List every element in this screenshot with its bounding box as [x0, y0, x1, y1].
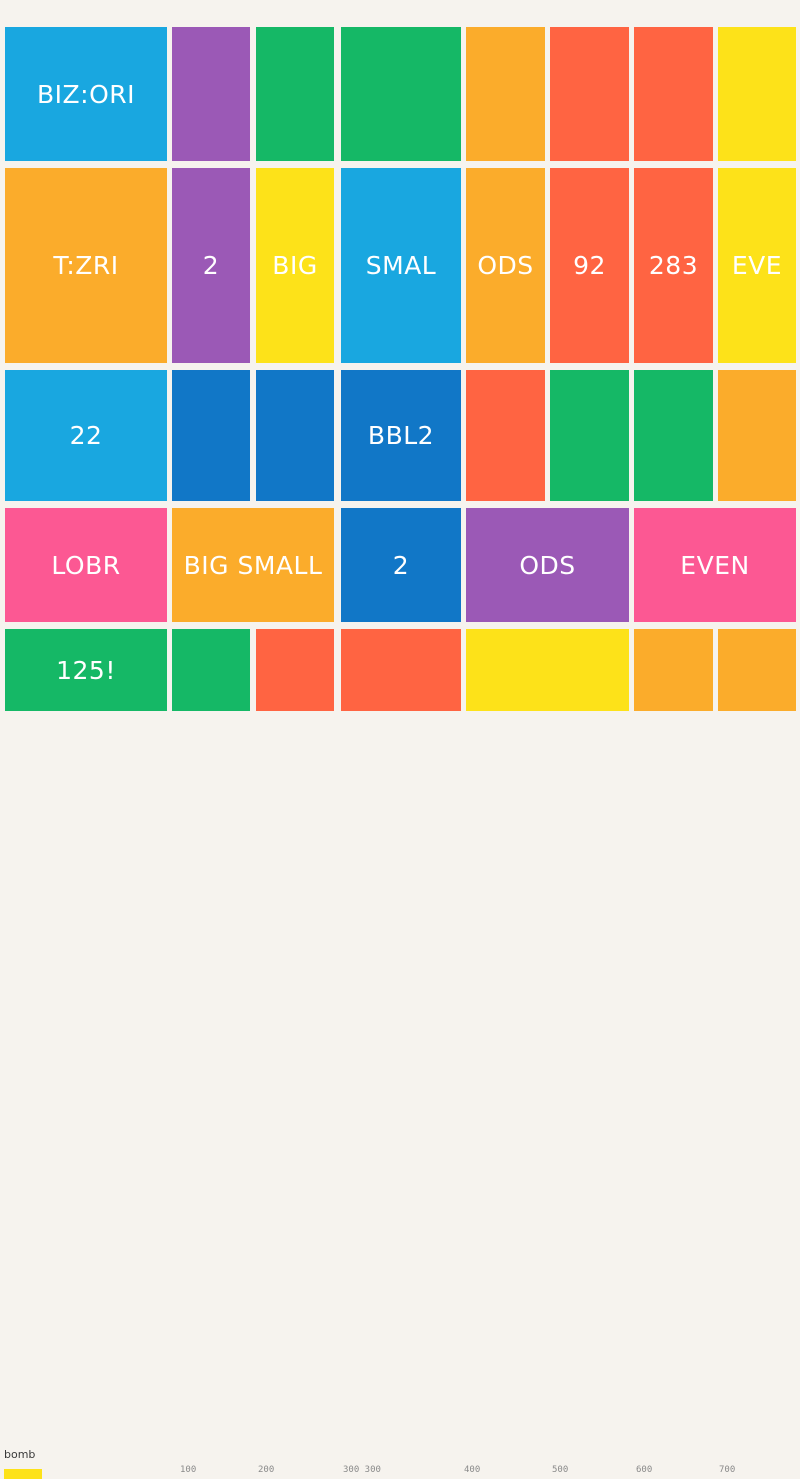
- board-tile[interactable]: SMAL: [341, 168, 461, 363]
- board-tile[interactable]: BIG: [256, 168, 334, 363]
- footer-tick: 200: [258, 1465, 275, 1475]
- board-tile[interactable]: 283: [634, 168, 713, 363]
- tile-label: BBL2: [367, 421, 435, 450]
- board-tile[interactable]: 2: [172, 168, 250, 363]
- tile-label: 2: [392, 550, 410, 580]
- board-tile[interactable]: LOBR: [5, 508, 167, 622]
- footer-progress-bar: [4, 1469, 42, 1479]
- tile-label: 2: [202, 251, 220, 280]
- footer-tick: 600: [636, 1465, 653, 1475]
- footer-tick: 400: [464, 1465, 481, 1475]
- board-tile[interactable]: T:ZRI: [5, 168, 167, 363]
- tile-label: 92: [573, 251, 606, 280]
- board-tile[interactable]: 125!: [5, 629, 167, 711]
- board-tile[interactable]: [172, 370, 250, 501]
- board-tile[interactable]: [341, 27, 461, 161]
- board-tile[interactable]: 2: [341, 508, 461, 622]
- board-tile[interactable]: [172, 629, 250, 711]
- board-tile[interactable]: [718, 27, 796, 161]
- tile-label: SMAL: [365, 251, 437, 280]
- game-board: BIZ:ORI T:ZRI 2 BIG SMAL ODS 92 283 EVE 22 BBL2 LOB…: [0, 0, 800, 720]
- board-tile[interactable]: 92: [550, 168, 629, 363]
- tile-label: BIZ:ORI: [37, 79, 135, 109]
- tile-label: ODS: [477, 251, 534, 280]
- footer-bar: bomb 100 200 300 300 400 500 600 700: [0, 720, 800, 1479]
- board-tile[interactable]: EVE: [718, 168, 796, 363]
- board-tile[interactable]: BIZ:ORI: [5, 27, 167, 161]
- footer-label: bomb: [4, 1448, 36, 1461]
- tile-label: ODS: [519, 550, 576, 580]
- board-tile[interactable]: BBL2: [341, 370, 461, 501]
- board-tile[interactable]: [718, 629, 796, 711]
- tile-label: 283: [648, 251, 699, 280]
- tile-label: 125!: [56, 655, 116, 685]
- board-tile[interactable]: [256, 370, 334, 501]
- board-tile[interactable]: [466, 370, 545, 501]
- board-tile[interactable]: [466, 629, 629, 711]
- board-tile[interactable]: [256, 27, 334, 161]
- board-tile[interactable]: BIG SMALL: [172, 508, 334, 622]
- footer-tick: 500: [552, 1465, 569, 1475]
- board-tile[interactable]: [172, 27, 250, 161]
- board-tile[interactable]: ODS: [466, 508, 629, 622]
- board-tile[interactable]: [550, 370, 629, 501]
- board-tile[interactable]: [718, 370, 796, 501]
- board-tile[interactable]: EVEN: [634, 508, 796, 622]
- tile-label: BIG: [272, 251, 318, 280]
- tile-label: BIG SMALL: [183, 550, 323, 580]
- tile-label: LOBR: [51, 550, 121, 580]
- board-tile[interactable]: [634, 27, 713, 161]
- board-tile[interactable]: [466, 27, 545, 161]
- board-tile[interactable]: [634, 370, 713, 501]
- tile-label: EVE: [731, 251, 783, 280]
- footer-tick: 100: [180, 1465, 197, 1475]
- footer-tick: 300 300: [343, 1465, 381, 1475]
- tile-label: EVEN: [680, 550, 750, 580]
- board-tile[interactable]: [634, 629, 713, 711]
- footer-tick: 700: [719, 1465, 736, 1475]
- board-tile[interactable]: [341, 629, 461, 711]
- tile-label: T:ZRI: [53, 251, 119, 280]
- tile-label: 22: [69, 421, 103, 450]
- board-tile[interactable]: [256, 629, 334, 711]
- board-tile[interactable]: ODS: [466, 168, 545, 363]
- board-tile[interactable]: [550, 27, 629, 161]
- board-tile[interactable]: 22: [5, 370, 167, 501]
